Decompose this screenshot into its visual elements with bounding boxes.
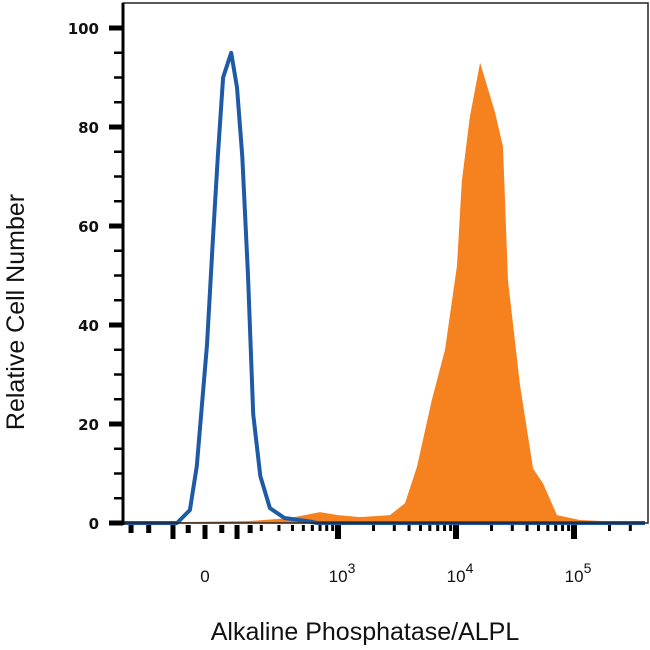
x-major-tick xyxy=(335,525,341,539)
x-minor-tick xyxy=(443,525,447,531)
y-tick-label: 100 xyxy=(68,20,99,38)
x-minor-tick xyxy=(567,525,571,531)
x-minor-tick xyxy=(277,525,281,531)
series-layer xyxy=(123,50,646,525)
y-tick-labels: 0 20 40 60 80 100 xyxy=(68,20,99,533)
x-minor-tick xyxy=(407,525,411,531)
x-minor-tick xyxy=(428,525,432,531)
x-zero-tick xyxy=(202,525,208,539)
x-minor-tick xyxy=(628,525,632,531)
y-tick-label: 60 xyxy=(78,218,99,236)
x-tick-label: 0 xyxy=(200,567,209,586)
x-minor-tick xyxy=(490,525,494,531)
x-minor-tick xyxy=(561,525,565,531)
x-minor-tick xyxy=(536,525,540,531)
control-histogram-line xyxy=(123,50,645,525)
y-tick-label: 40 xyxy=(78,317,99,335)
plot-frame xyxy=(122,2,649,524)
x-minor-tick xyxy=(185,525,191,533)
x-minor-tick xyxy=(170,525,176,539)
axes-layer xyxy=(109,2,649,539)
x-minor-tick xyxy=(608,525,612,531)
x-minor-tick xyxy=(310,525,314,531)
x-minor-tick xyxy=(301,525,305,531)
x-minor-tick xyxy=(510,525,514,531)
y-tick-label: 80 xyxy=(78,119,99,137)
x-minor-tick xyxy=(554,525,558,531)
x-minor-tick xyxy=(525,525,529,531)
x-minor-tick xyxy=(392,525,396,531)
x-minor-tick xyxy=(234,525,240,539)
x-minor-tick xyxy=(418,525,422,531)
x-major-tick xyxy=(453,525,459,539)
x-minor-tick xyxy=(146,525,152,533)
x-tick-label: 105 xyxy=(565,560,592,586)
x-minor-tick xyxy=(128,525,134,533)
y-tick-label: 20 xyxy=(78,416,99,434)
x-axis-label: Alkaline Phosphatase/ALPL xyxy=(211,618,520,646)
y-axis-label: Relative Cell Number xyxy=(2,194,30,430)
x-minor-tick xyxy=(318,525,322,531)
stained-histogram-area xyxy=(123,62,646,523)
x-minor-tick xyxy=(546,525,550,531)
x-tick-label: 104 xyxy=(447,560,474,586)
x-minor-tick xyxy=(449,525,453,531)
x-minor-tick xyxy=(259,525,263,531)
y-tick-label: 0 xyxy=(89,515,99,533)
x-minor-tick xyxy=(247,525,253,533)
x-minor-tick xyxy=(219,525,225,533)
x-minor-tick xyxy=(331,525,335,531)
x-minor-tick xyxy=(325,525,329,531)
x-major-tick xyxy=(571,525,577,539)
x-minor-tick xyxy=(290,525,294,531)
x-minor-tick xyxy=(436,525,440,531)
x-minor-tick xyxy=(372,525,376,531)
x-tick-label: 103 xyxy=(329,560,356,586)
x-tick-labels: 0 103 104 105 xyxy=(200,560,591,586)
